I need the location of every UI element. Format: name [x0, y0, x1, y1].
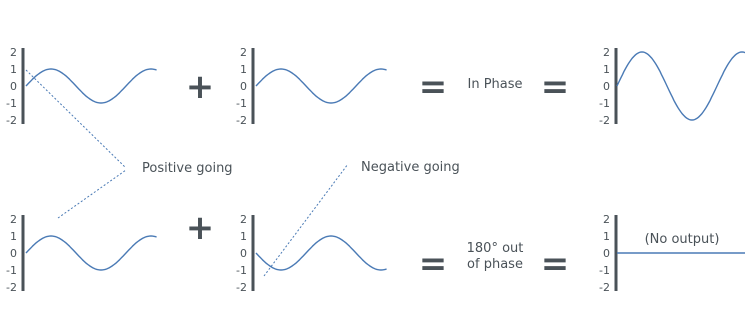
y-tick-label: -2	[599, 114, 610, 127]
equals-operator-bottom-right: =	[541, 244, 570, 284]
y-tick-label: -1	[236, 97, 247, 110]
equals-operator-top-right: =	[541, 67, 570, 107]
y-tick-label: 0	[10, 80, 17, 93]
wave-line	[616, 51, 745, 121]
plot-top-left: 2 1 0 -1 -2	[6, 46, 157, 127]
plot-bottom-right: 2 1 0 -1 -2	[599, 213, 745, 294]
wave-line	[25, 68, 157, 104]
out-of-phase-label-line2: of phase	[467, 257, 523, 272]
plus-operator-top: +	[186, 67, 215, 107]
y-tick-label: 2	[240, 213, 247, 226]
wave-line	[25, 235, 157, 271]
y-tick-label: 1	[603, 63, 610, 76]
y-tick-label: 0	[603, 80, 610, 93]
y-tick-label: 2	[603, 213, 610, 226]
y-tick-label: 2	[10, 213, 17, 226]
out-of-phase-label-line1: 180° out	[467, 241, 524, 256]
y-tick-label: -1	[6, 264, 17, 277]
y-tick-label: 1	[240, 230, 247, 243]
y-tick-label: 1	[10, 230, 17, 243]
y-tick-label: -2	[236, 281, 247, 294]
y-tick-label: 0	[10, 247, 17, 260]
y-tick-label: 1	[10, 63, 17, 76]
wave-line	[255, 68, 387, 104]
y-tick-label: -2	[236, 114, 247, 127]
y-tick-label: -2	[599, 281, 610, 294]
positive-going-pointer-bottom	[57, 169, 127, 219]
negative-going-label: Negative going	[361, 160, 460, 175]
plus-operator-bottom: +	[186, 208, 215, 248]
wave-line	[255, 235, 387, 271]
equals-operator-bottom-left: =	[419, 244, 448, 284]
y-tick-label: 0	[603, 247, 610, 260]
plot-bottom-left: 2 1 0 -1 -2	[6, 213, 157, 294]
y-tick-label: 1	[603, 230, 610, 243]
y-tick-label: -2	[6, 281, 17, 294]
y-tick-label: 0	[240, 80, 247, 93]
in-phase-label: In Phase	[467, 77, 522, 92]
negative-going-pointer	[263, 163, 349, 277]
equals-operator-top-left: =	[419, 67, 448, 107]
y-tick-label: -1	[236, 264, 247, 277]
y-tick-label: 2	[10, 46, 17, 59]
y-tick-label: -1	[599, 264, 610, 277]
y-tick-label: -1	[599, 97, 610, 110]
plot-top-right: 2 1 0 -1 -2	[599, 46, 745, 127]
y-tick-label: 2	[240, 46, 247, 59]
plot-bottom-middle: 2 1 0 -1 -2	[236, 213, 387, 294]
plots-layer: 2 1 0 -1 -2 2 1 0 -1 -2 2 1 0 -1 -2 2 1 0 -1 -2 2 1 0 -1 -2 2 1 0 -1…	[6, 46, 745, 294]
y-tick-label: 0	[240, 247, 247, 260]
no-output-label: (No output)	[645, 232, 720, 247]
plot-top-middle: 2 1 0 -1 -2	[236, 46, 387, 127]
y-tick-label: 1	[240, 63, 247, 76]
positive-going-label: Positive going	[142, 161, 233, 176]
y-tick-label: 2	[603, 46, 610, 59]
y-tick-label: -2	[6, 114, 17, 127]
positive-going-pointer-top	[25, 69, 127, 169]
y-tick-label: -1	[6, 97, 17, 110]
